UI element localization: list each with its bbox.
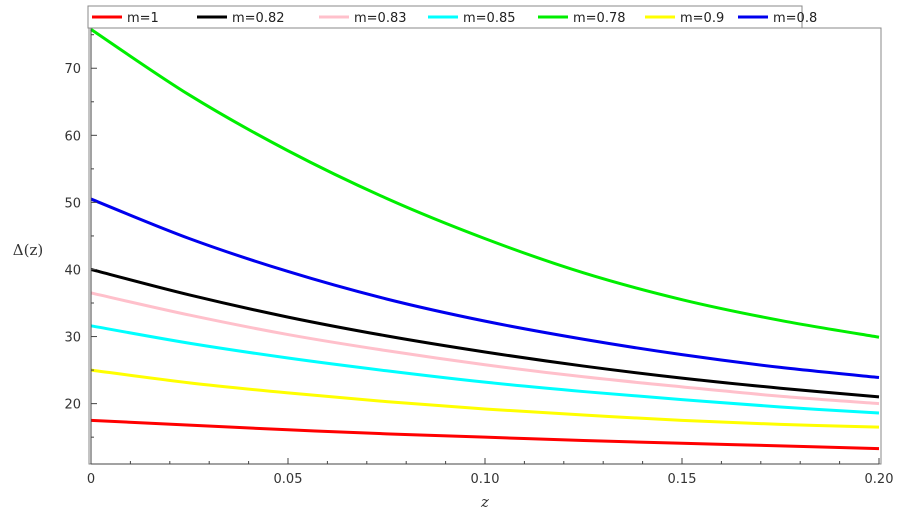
y-axis: 20 30 40 50 60 70 [64, 28, 97, 464]
series-line-m-1 [90, 418, 880, 451]
y-tick-label: 60 [64, 129, 81, 144]
y-tick-label: 50 [64, 196, 81, 211]
legend-entry-label: m=0.83 [354, 11, 407, 26]
y-tick-label: 40 [64, 263, 81, 278]
legend-entry-label: m=1 [127, 11, 159, 26]
y-tick-label: 70 [64, 62, 81, 77]
y-axis-title: Δ(z) [13, 241, 43, 259]
x-tick-label: 0.20 [865, 472, 894, 487]
legend-entry-label: m=0.9 [680, 11, 724, 26]
x-axis-title: z [480, 493, 489, 511]
legend-entry-label: m=0.82 [232, 11, 285, 26]
legend-entry-label: m=0.8 [773, 11, 817, 26]
series-line-m-0-8 [90, 197, 880, 379]
legend-entry-label: m=0.85 [463, 11, 516, 26]
legend: m=1 m=0.82 m=0.83 m=0.85 m=0.78 m=0.9 m=0.8 [87, 5, 817, 29]
series-line-m-0-9 [90, 368, 880, 429]
x-tick-label: 0.05 [274, 472, 303, 487]
series-line-m-0-83 [90, 291, 880, 406]
x-tick-label: 0 [87, 472, 95, 487]
series-line-m-0-85 [90, 324, 880, 415]
legend-entry-label: m=0.78 [573, 11, 626, 26]
x-tick-label: 0.15 [668, 472, 697, 487]
series-line-m-0-78 [90, 28, 880, 339]
x-axis: 0 0.05 0.10 0.15 0.20 [87, 458, 894, 487]
y-tick-label: 30 [64, 331, 81, 346]
series-line-m-0-82 [90, 268, 880, 399]
x-tick-label: 0.10 [471, 472, 500, 487]
series-lines [90, 28, 880, 451]
y-tick-label: 20 [64, 398, 81, 413]
